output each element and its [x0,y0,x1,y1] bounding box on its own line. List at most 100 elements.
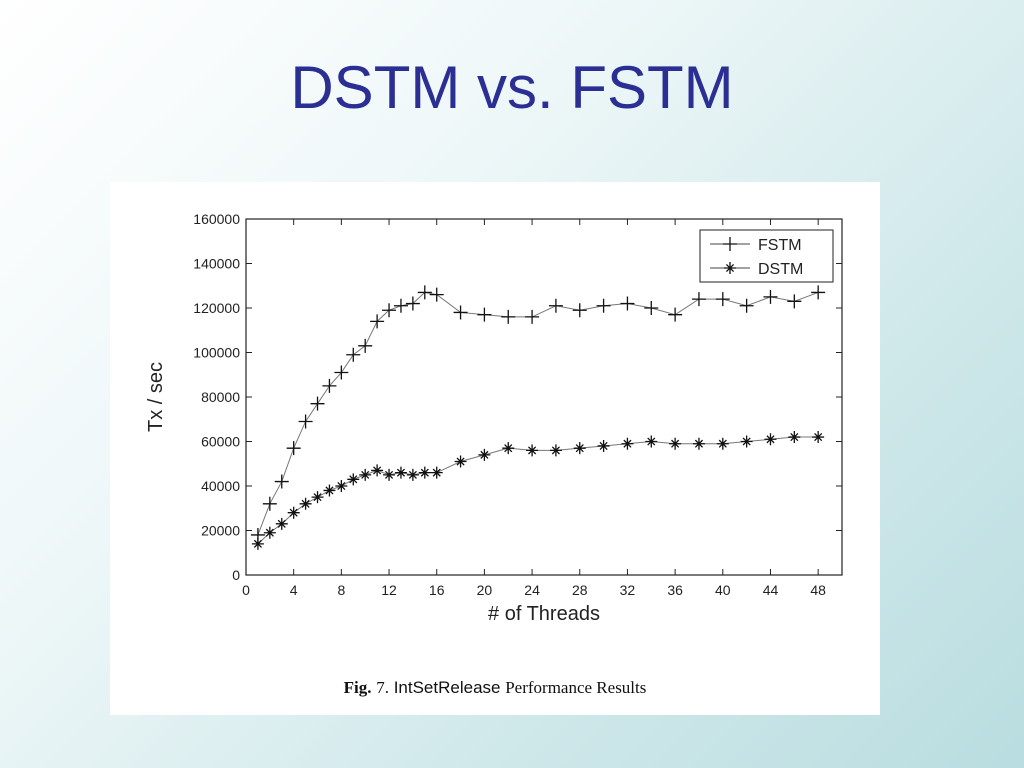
x-tick-label: 12 [381,582,397,598]
x-tick-label: 0 [242,582,250,598]
data-point-dstm [251,537,264,550]
y-tick-label: 20000 [201,523,240,539]
data-point-fstm [763,289,778,304]
data-point-fstm [620,296,635,311]
data-point-fstm [382,303,397,318]
data-point-fstm [429,287,444,302]
data-point-fstm [417,285,432,300]
y-tick-label: 140000 [193,256,240,272]
data-point-fstm [286,441,301,456]
y-tick-label: 100000 [193,345,240,361]
y-tick-label: 60000 [201,434,240,450]
data-point-fstm [715,292,730,307]
line-chart: 0 20000 40000 60000 80000 100000 120000 140000 1… [145,211,843,625]
data-point-dstm [454,455,467,468]
data-point-fstm [787,294,802,309]
data-point-fstm [334,365,349,380]
x-tick-label: 20 [477,582,493,598]
data-point-fstm [262,496,277,511]
data-point-dstm [394,466,407,479]
data-point-dstm [335,480,348,492]
caption-text: Performance Results [505,678,647,697]
data-point-dstm [263,526,276,539]
data-point-fstm [370,314,385,329]
data-point-fstm [310,396,325,411]
caption-name: IntSetRelease [393,678,501,697]
data-point-dstm [692,437,705,450]
legend-marker-dstm [724,262,736,274]
data-point-fstm [548,298,563,313]
caption-label: Fig. [343,678,372,697]
slide-title: DSTM vs. FSTM [290,54,734,121]
data-point-fstm [811,285,826,300]
data-point-dstm [621,437,634,450]
data-point-dstm [526,444,539,457]
data-point-fstm [322,378,337,393]
data-point-dstm [788,431,801,444]
data-point-fstm [739,298,754,313]
data-point-dstm [275,517,288,530]
data-point-dstm [573,442,586,455]
data-point-fstm [453,305,468,320]
x-tick-label: 32 [620,582,636,598]
x-axis: 0 4 8 12 16 20 24 28 32 36 40 44 48 [242,219,826,598]
y-tick-label: 120000 [193,300,240,316]
x-tick-label: 28 [572,582,588,598]
data-point-fstm [668,307,683,322]
x-tick-label: 40 [715,582,731,598]
legend-marker-fstm [723,237,737,251]
data-point-fstm [358,338,373,353]
legend-label-fstm: FSTM [758,237,802,254]
data-point-fstm [572,303,587,318]
data-point-dstm [549,444,562,457]
data-point-dstm [669,437,682,450]
data-point-dstm [502,442,515,455]
x-tick-label: 4 [290,582,298,598]
figure-caption: Fig. 7. IntSetRelease Performance Result… [110,678,880,698]
legend: FSTM DSTM [699,229,834,283]
series-fstm [250,285,826,542]
data-point-fstm [274,474,289,489]
y-axis: 0 20000 40000 60000 80000 100000 120000 140000 1… [193,211,842,583]
x-axis-label: # of Threads [488,603,600,625]
series-dstm [251,431,825,550]
data-point-dstm [299,497,312,510]
data-point-dstm [418,466,431,479]
data-point-fstm [477,307,492,322]
data-point-fstm [393,298,408,313]
x-tick-label: 16 [429,582,445,598]
data-point-dstm [347,473,360,486]
data-point-dstm [323,484,336,497]
data-point-dstm [716,437,729,450]
x-tick-label: 44 [763,582,779,598]
data-point-fstm [298,414,313,429]
y-tick-label: 0 [232,567,240,583]
legend-label-dstm: DSTM [758,261,803,278]
data-point-dstm [371,464,384,477]
data-point-dstm [406,468,419,481]
data-point-fstm [405,296,420,311]
data-point-fstm [346,347,361,362]
data-point-dstm [597,439,610,452]
data-point-fstm [525,309,540,324]
x-tick-label: 8 [337,582,345,598]
x-tick-label: 36 [667,582,683,598]
x-tick-label: 24 [524,582,540,598]
data-point-dstm [383,468,396,481]
y-axis-label: Tx / sec [145,362,167,432]
x-tick-label: 48 [810,582,826,598]
figure-panel: 0 20000 40000 60000 80000 100000 120000 140000 1… [110,182,880,715]
y-tick-label: 160000 [193,211,240,227]
data-point-dstm [740,435,753,448]
data-point-fstm [691,292,706,307]
data-point-dstm [764,433,777,446]
series-line-fstm [257,291,819,536]
y-tick-label: 80000 [201,389,240,405]
data-point-fstm [596,298,611,313]
data-point-dstm [359,468,372,481]
caption-number: 7. [376,678,389,697]
data-point-dstm [478,448,491,461]
data-point-fstm [501,309,516,324]
data-point-dstm [287,506,300,519]
data-point-dstm [812,431,825,444]
